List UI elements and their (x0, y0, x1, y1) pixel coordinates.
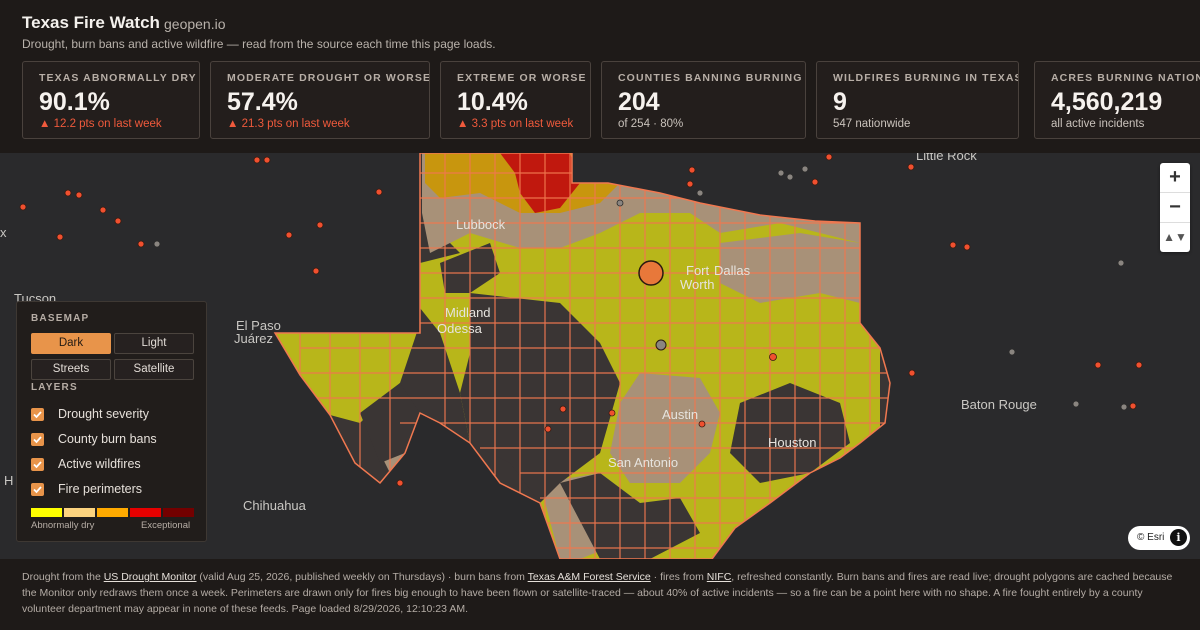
zoom-controls: + − ▲▼ (1160, 163, 1190, 252)
drought-layer (275, 153, 890, 559)
city-odessa: Odessa (437, 321, 483, 336)
legend-low-label: Abnormally dry (31, 520, 95, 531)
stat-value: 204 (618, 88, 660, 116)
layer-panel: BASEMAP Dark Light Streets Satellite LAY… (16, 301, 207, 542)
checkbox-checked-icon[interactable] (31, 433, 44, 446)
zoom-in-button[interactable]: + (1160, 163, 1190, 193)
checkbox-checked-icon[interactable] (31, 458, 44, 471)
stat-note: all active incidents (1051, 118, 1145, 130)
layer-label: Drought severity (58, 407, 150, 421)
stat-trend: ▲ 3.3 pts on last week (457, 118, 574, 130)
stat-trend: ▲ 12.2 pts on last week (39, 118, 162, 130)
checkbox-checked-icon[interactable] (31, 483, 44, 496)
drought-d1-east (720, 233, 860, 303)
stat-card-texas-wildfires: WILDFIRES BURNING IN TEXAS 9 547 nationw… (816, 61, 1019, 139)
footer-text: (valid Aug 25, 2026, published weekly on… (196, 571, 528, 583)
footer-text: Drought from the (22, 571, 104, 583)
info-icon[interactable]: i (1170, 529, 1187, 546)
app-header: Texas Fire Watch geopen.io Drought, burn… (0, 0, 1200, 153)
legend-swatch-d3 (130, 508, 161, 517)
basemap-dark-button[interactable]: Dark (31, 333, 111, 354)
city-juarez: Juárez (234, 331, 273, 346)
city-lubbock: Lubbock (456, 217, 506, 232)
stat-card-burn-bans: COUNTIES BANNING BURNING 204 of 254 · 80… (601, 61, 806, 139)
drought-legend (31, 508, 194, 517)
stat-card-abnormally-dry: TEXAS ABNORMALLY DRY 90.1% ▲ 12.2 pts on… (22, 61, 200, 139)
city-little-rock: Little Rock (916, 153, 977, 163)
fire-perimeter-large[interactable] (638, 260, 664, 286)
county-burn-ban-grid (299, 153, 890, 559)
city-labels: Little Rock Lubbock Fort Worth Dallas Mi… (0, 153, 1037, 513)
stat-value: 10.4% (457, 88, 528, 116)
legend-swatch-d0 (31, 508, 62, 517)
layers-heading: LAYERS (31, 382, 78, 393)
city-baton-rouge: Baton Rouge (961, 397, 1037, 412)
stat-label: ACRES BURNING NATIONWIDE (1051, 72, 1200, 84)
legend-swatch-d1 (64, 508, 95, 517)
stat-cards: TEXAS ABNORMALLY DRY 90.1% ▲ 12.2 pts on… (22, 61, 1200, 141)
map-canvas[interactable]: Little Rock Lubbock Fort Worth Dallas Mi… (0, 153, 1200, 559)
stat-label: EXTREME OR WORSE (457, 72, 587, 84)
footer-text: , refreshed constantly. Burn bans and fi… (22, 571, 1173, 615)
city-dallas: Dallas (714, 263, 751, 278)
legend-high-label: Exceptional (141, 520, 191, 531)
active-wildfires[interactable] (19, 153, 1143, 487)
stat-value: 90.1% (39, 88, 110, 116)
basemap-light-button[interactable]: Light (114, 333, 194, 354)
city-san-antonio: San Antonio (608, 455, 678, 470)
site-name[interactable]: geopen.io (164, 16, 226, 32)
app-title: Texas Fire Watch (22, 13, 160, 32)
contained-fires[interactable] (153, 165, 1128, 411)
layer-label: Active wildfires (58, 457, 141, 471)
city-edge-h: H (4, 473, 13, 488)
layer-label: County burn bans (58, 432, 157, 446)
city-chihuahua: Chihuahua (243, 498, 307, 513)
layer-label: Fire perimeters (58, 482, 143, 496)
source-notes: Drought from the US Drought Monitor (val… (22, 569, 1182, 617)
footer-text: · fires from (650, 571, 707, 583)
city-austin: Austin (662, 407, 698, 422)
map-view[interactable]: Little Rock Lubbock Fort Worth Dallas Mi… (0, 153, 1200, 559)
stat-note: 547 nationwide (833, 118, 911, 130)
tamu-link[interactable]: Texas A&M Forest Service (527, 571, 651, 583)
compass-button[interactable]: ▲▼ (1163, 230, 1187, 244)
app-subtitle: Drought, burn bans and active wildfire —… (22, 37, 496, 51)
nifc-link[interactable]: NIFC (706, 571, 732, 583)
legend-swatch-d2 (97, 508, 128, 517)
stat-card-acres-burning: ACRES BURNING NATIONWIDE 4,560,219 all a… (1034, 61, 1200, 139)
stat-label: MODERATE DROUGHT OR WORSE (227, 72, 430, 84)
basemap-satellite-button[interactable]: Satellite (114, 359, 194, 380)
texas-outline (273, 153, 891, 559)
zoom-out-button[interactable]: − (1160, 193, 1190, 223)
checkbox-checked-icon[interactable] (31, 408, 44, 421)
fire-perimeter-small[interactable] (655, 339, 667, 351)
basemap-streets-button[interactable]: Streets (31, 359, 111, 380)
usdm-link[interactable]: US Drought Monitor (103, 571, 197, 583)
stat-card-extreme-drought: EXTREME OR WORSE 10.4% ▲ 3.3 pts on last… (440, 61, 591, 139)
city-el-paso: El Paso (236, 318, 281, 333)
attribution-text: © Esri (1137, 532, 1165, 543)
basemap-heading: BASEMAP (31, 313, 90, 324)
stat-label: TEXAS ABNORMALLY DRY (39, 72, 197, 84)
city-houston: Houston (768, 435, 816, 450)
stat-card-moderate-drought: MODERATE DROUGHT OR WORSE 57.4% ▲ 21.3 p… (210, 61, 430, 139)
stat-value: 4,560,219 (1051, 88, 1163, 116)
stat-label: COUNTIES BANNING BURNING (618, 72, 803, 84)
city-fort-worth-2: Worth (680, 277, 714, 292)
city-midland: Midland (445, 305, 491, 320)
legend-swatch-d4 (163, 508, 194, 517)
map-attribution[interactable]: © Esri i (1128, 526, 1190, 550)
city-edge-x: x (0, 225, 7, 240)
stat-value: 57.4% (227, 88, 298, 116)
drought-d1-central (610, 373, 720, 483)
stat-trend: ▲ 21.3 pts on last week (227, 118, 350, 130)
city-fort-worth-1: Fort (686, 263, 710, 278)
stat-note: of 254 · 80% (618, 118, 684, 130)
source-footer: Drought from the US Drought Monitor (val… (0, 559, 1200, 630)
stat-value: 9 (833, 88, 847, 116)
stat-label: WILDFIRES BURNING IN TEXAS (833, 72, 1019, 84)
